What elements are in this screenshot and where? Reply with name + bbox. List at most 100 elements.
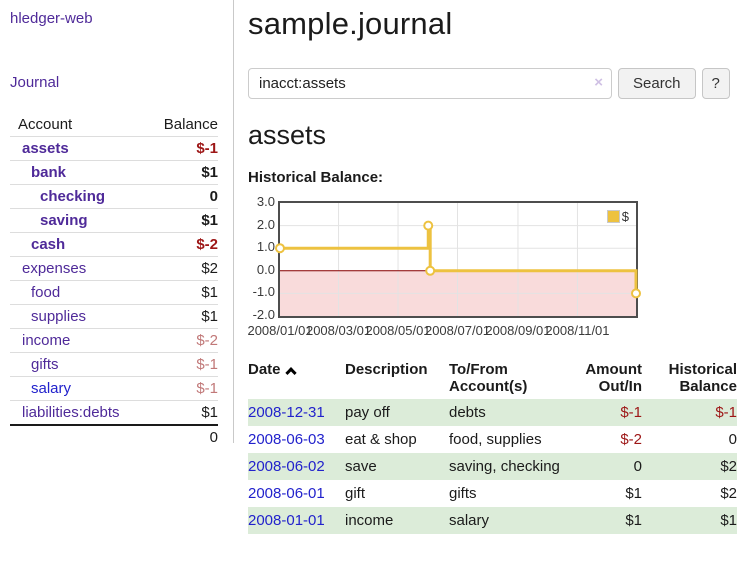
sidebar-divider <box>233 0 234 443</box>
transaction-description: eat & shop <box>345 431 417 448</box>
accounts-total-spacer <box>10 424 150 449</box>
transaction-date-link[interactable]: 2008-06-02 <box>248 458 325 475</box>
account-row: food $1 <box>10 280 218 305</box>
y-axis-tick-label: 0.0 <box>256 261 275 277</box>
x-axis-tick-label: 2008/07/01 <box>424 323 491 338</box>
legend-swatch-icon <box>606 210 620 223</box>
clear-search-icon[interactable]: × <box>594 74 603 91</box>
y-axis-tick-label: -2.0 <box>252 307 275 322</box>
x-axis-tick-label: 2008/09/01 <box>485 323 551 338</box>
account-row: checking 0 <box>10 184 218 209</box>
app-title-link[interactable]: hledger-web <box>10 10 93 27</box>
account-link[interactable]: assets <box>22 140 69 157</box>
transaction-balance: $1 <box>720 512 737 529</box>
transaction-date-link[interactable]: 2008-06-01 <box>248 485 325 502</box>
transaction-description: income <box>345 512 394 529</box>
account-row: gifts $-1 <box>10 352 218 377</box>
accounts-total-value: 0 <box>149 424 218 449</box>
account-balance: $-2 <box>149 328 218 353</box>
transaction-description: gift <box>345 485 366 502</box>
y-axis-tick-label: 2.0 <box>256 216 275 232</box>
transactions-header-row: Date Description To/From Account(s) Amou… <box>248 359 737 399</box>
accounts-header-balance: Balance <box>163 116 218 133</box>
account-balance: 0 <box>149 184 218 209</box>
search-box: × <box>248 68 612 99</box>
account-link[interactable]: checking <box>40 188 106 205</box>
transaction-amount: $-1 <box>620 404 642 421</box>
y-axis-tick-label: -1.0 <box>252 284 275 300</box>
account-balance: $1 <box>149 280 218 305</box>
account-balance: $2 <box>149 256 218 281</box>
account-balance: $-1 <box>149 352 218 377</box>
account-row: saving $1 <box>10 208 218 233</box>
transaction-amount: $-2 <box>620 431 642 448</box>
transaction-amount: $1 <box>625 512 642 529</box>
accounts-table: Account Balance assets $-1 bank $1 checking 0… <box>10 113 218 449</box>
account-link[interactable]: saving <box>40 212 88 229</box>
account-balance: $1 <box>149 304 218 329</box>
account-balance: $1 <box>149 400 218 425</box>
x-axis-tick-label: 2008/01/01 <box>247 323 313 338</box>
chart-heading: Historical Balance: <box>248 169 384 186</box>
search-input[interactable] <box>248 68 612 99</box>
page-title: sample.journal <box>248 6 453 41</box>
journal-link[interactable]: Journal <box>10 74 60 91</box>
account-link[interactable]: food <box>31 284 61 301</box>
transaction-row: 2008-12-31 pay off debts $-1 $-1 <box>248 399 737 426</box>
account-link[interactable]: liabilities:debts <box>22 404 120 421</box>
search-bar: × Search ? <box>248 68 742 99</box>
account-row: supplies $1 <box>10 304 218 329</box>
account-link[interactable]: gifts <box>31 356 59 373</box>
header-accounts: To/From Account(s) <box>449 361 528 395</box>
account-link[interactable]: supplies <box>31 308 87 325</box>
y-axis-tick-label: 3.0 <box>256 194 275 209</box>
transaction-balance: $2 <box>720 458 737 475</box>
account-link[interactable]: cash <box>31 236 66 253</box>
account-balance: $1 <box>149 160 218 185</box>
transaction-description: save <box>345 458 377 475</box>
transaction-accounts: gifts <box>449 485 477 502</box>
transaction-row: 2008-06-03 eat & shop food, supplies $-2 0 <box>248 426 737 453</box>
transaction-row: 2008-06-01 gift gifts $1 $2 <box>248 480 737 507</box>
account-row: liabilities:debts $1 <box>10 400 218 425</box>
transaction-balance: $-1 <box>715 404 737 421</box>
account-heading: assets <box>248 120 327 150</box>
x-axis-tick-label: 2008/03/01 <box>305 323 372 338</box>
account-balance: $-1 <box>149 136 218 161</box>
account-balance: $1 <box>149 208 218 233</box>
transaction-row: 2008-06-02 save saving, checking 0 $2 <box>248 453 737 480</box>
account-row: salary $-1 <box>10 376 218 401</box>
header-date[interactable]: Date <box>248 359 345 399</box>
accounts-total-row: 0 <box>10 424 218 449</box>
transactions-table: Date Description To/From Account(s) Amou… <box>248 359 737 534</box>
account-row: bank $1 <box>10 160 218 185</box>
account-link[interactable]: expenses <box>22 260 87 277</box>
account-balance: $-2 <box>149 232 218 257</box>
x-axis-tick-label: 2008/05/01 <box>365 323 431 338</box>
balance-chart: $ 3.0 2.0 1.0 0.0 -1.0 -2.0 2008/01/01 2008/03/… <box>247 194 742 345</box>
legend-label: $ <box>621 209 629 224</box>
transaction-row: 2008-01-01 income salary $1 $1 <box>248 507 737 534</box>
account-link[interactable]: salary <box>31 380 72 397</box>
accounts-header-account: Account <box>18 116 73 133</box>
accounts-header-row: Account Balance <box>10 113 218 137</box>
account-link[interactable]: bank <box>31 164 67 181</box>
transaction-date-link[interactable]: 2008-01-01 <box>248 512 325 529</box>
transaction-accounts: saving, checking <box>449 458 560 475</box>
transaction-amount: $1 <box>625 485 642 502</box>
search-button[interactable]: Search <box>618 68 696 99</box>
account-balance: $-1 <box>149 376 218 401</box>
chart-legend: $ <box>606 209 629 224</box>
header-amount: Amount Out/In <box>585 361 642 395</box>
account-row: income $-2 <box>10 328 218 353</box>
transaction-date-link[interactable]: 2008-12-31 <box>248 404 325 421</box>
transaction-date-link[interactable]: 2008-06-03 <box>248 431 325 448</box>
chart-canvas <box>275 203 641 316</box>
sidebar: hledger-web Journal Account Balance asse… <box>0 0 233 449</box>
sort-ascending-icon <box>284 367 297 379</box>
transaction-amount: 0 <box>633 458 642 475</box>
transaction-description: pay off <box>345 404 390 421</box>
account-link[interactable]: income <box>22 332 71 349</box>
header-description: Description <box>345 361 428 378</box>
help-button[interactable]: ? <box>701 68 730 99</box>
